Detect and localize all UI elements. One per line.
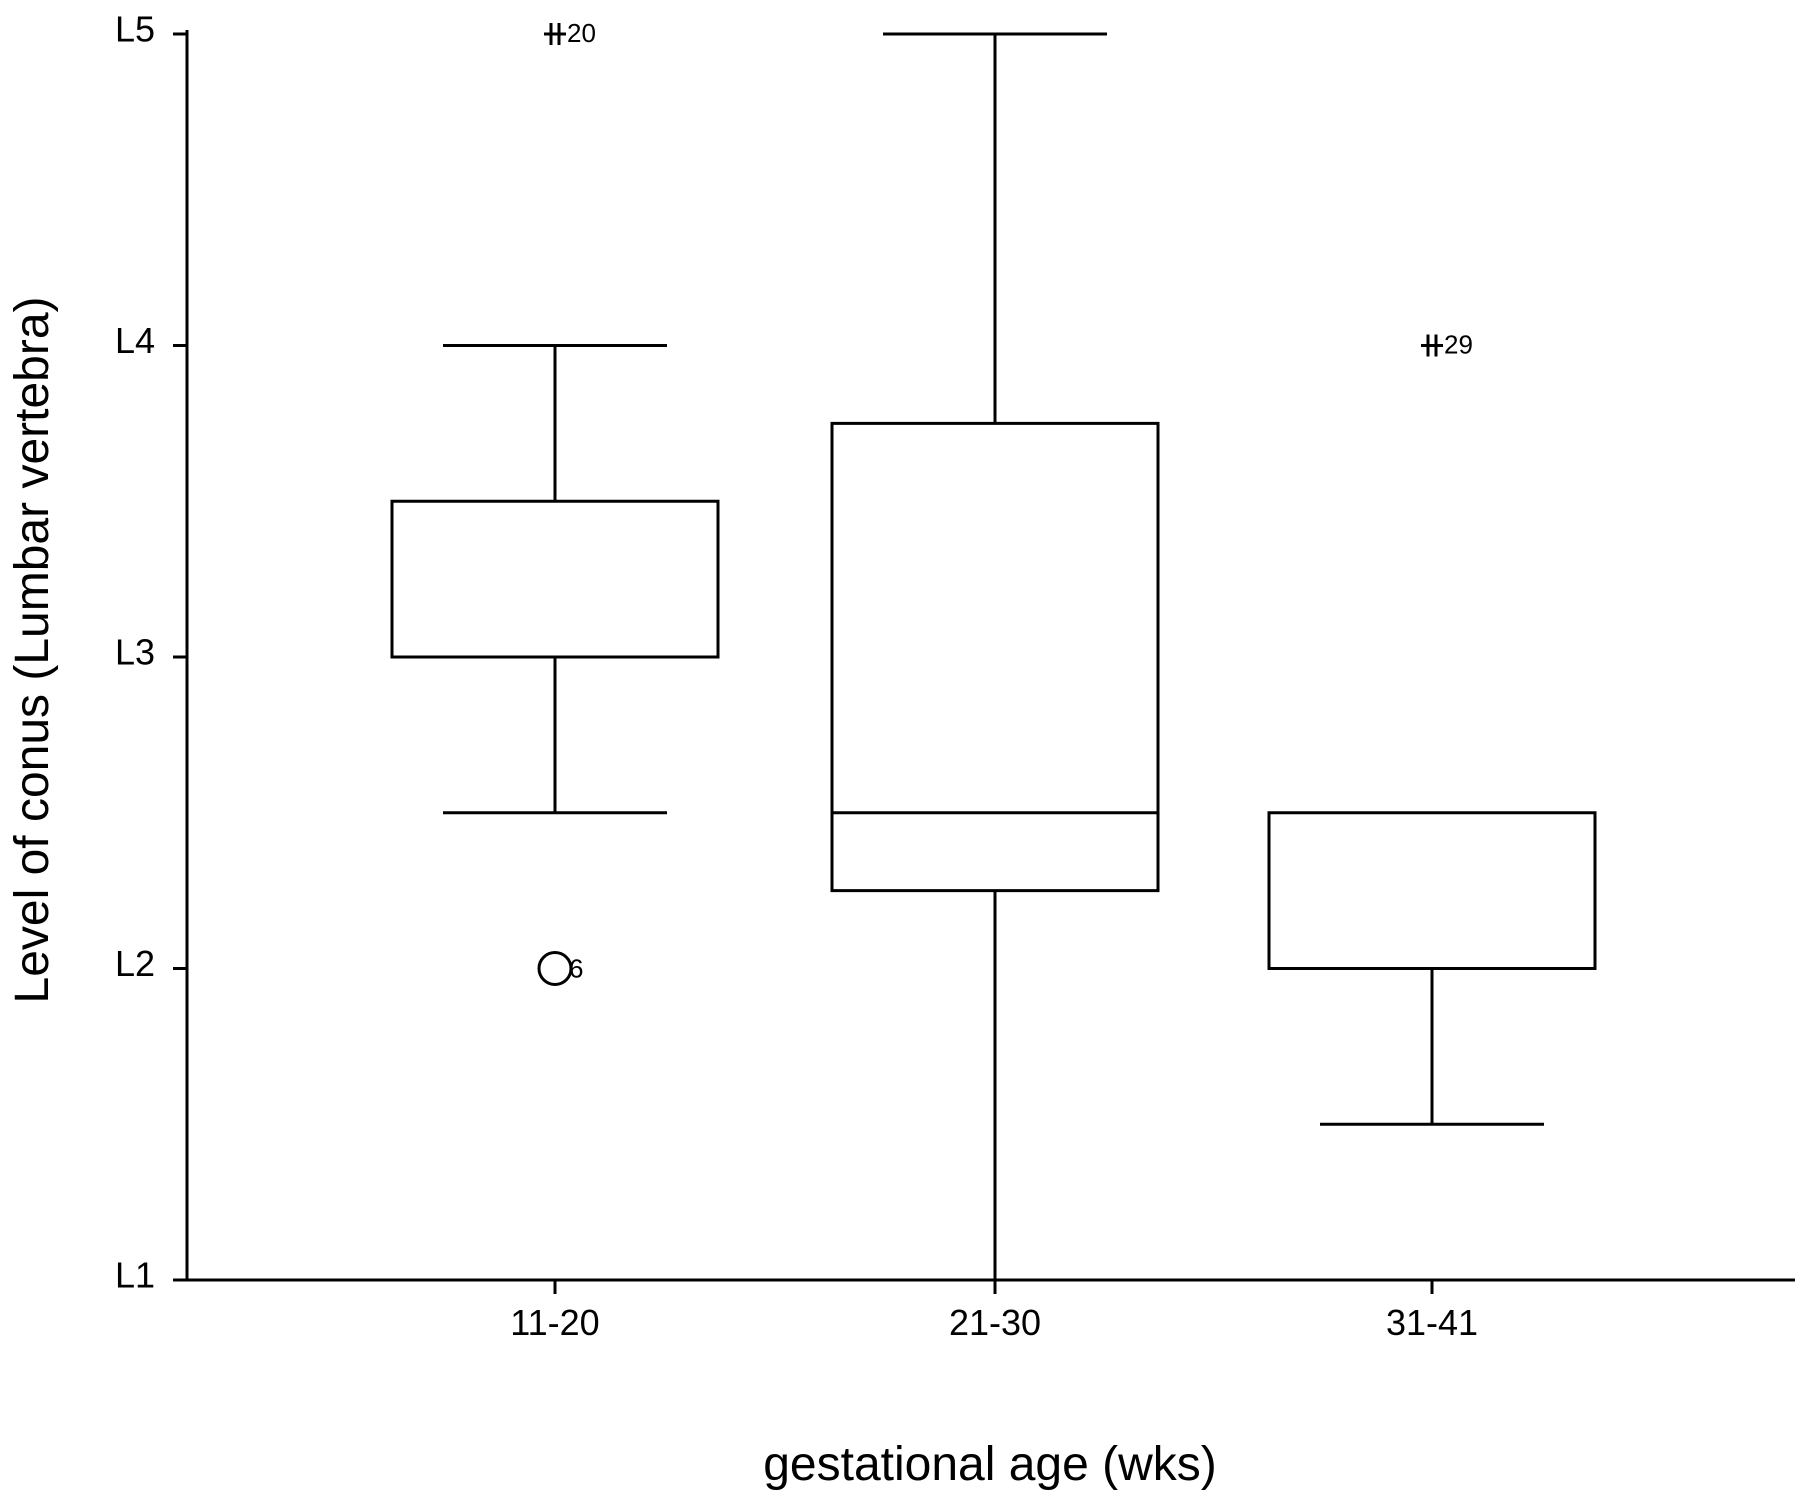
outlier-circle-marker [537, 951, 573, 986]
outlier-label: 29 [1444, 330, 1473, 360]
outlier-label: 20 [567, 18, 596, 48]
axes [185, 30, 1795, 1282]
boxes [390, 32, 1597, 1280]
x-tick-label: 21-30 [949, 1302, 1041, 1343]
y-tick-label: L2 [115, 943, 155, 984]
y-axis-ticks: L1 L2 L3 L4 L5 [115, 9, 187, 1296]
y-tick-label: L5 [115, 9, 155, 50]
y-tick-label: L3 [115, 632, 155, 673]
iqr-box [830, 421, 1160, 893]
x-tick-label: 11-20 [510, 1302, 599, 1343]
iqr-box [1267, 811, 1597, 970]
y-tick-label: L1 [115, 1255, 155, 1296]
x-tick-label: 31-41 [1386, 1302, 1478, 1343]
box-group-31-41 [1267, 811, 1597, 1126]
outlier-label: 6 [569, 954, 583, 984]
x-axis-title: gestational age (wks) [763, 1438, 1217, 1491]
outlier-point: 29 [1421, 330, 1473, 360]
outlier-point: 6 [537, 951, 583, 986]
outlier-point: 20 [544, 18, 596, 48]
y-tick-label: L4 [115, 320, 155, 361]
box-group-21-30 [830, 32, 1160, 1280]
iqr-box [390, 499, 720, 659]
x-axis-ticks: 11-20 21-30 31-41 [510, 1280, 1478, 1343]
y-axis-title: Level of conus (Lumbar vertebra) [6, 296, 59, 1003]
outliers: 20 6 29 [537, 18, 1473, 986]
box-group-11-20 [390, 344, 720, 815]
